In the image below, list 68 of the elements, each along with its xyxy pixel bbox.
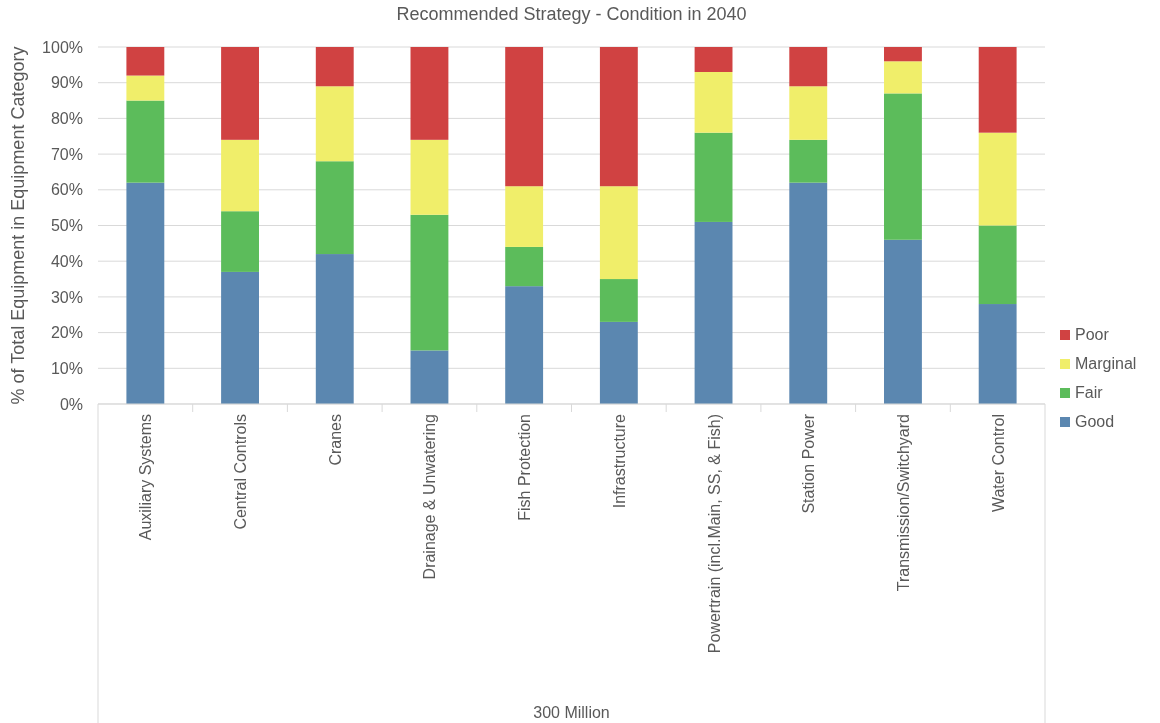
x-tick-label: Cranes [326, 414, 344, 466]
y-tick-label: 70% [50, 145, 83, 163]
legend-label: Good [1075, 413, 1115, 430]
bar [694, 47, 733, 72]
x-axis-title: 300 Million [533, 704, 610, 721]
bar [126, 75, 165, 101]
x-tick-label: Drainage & Unwatering [421, 414, 439, 580]
y-tick-label: 80% [50, 110, 83, 128]
bar [599, 279, 638, 322]
bar [505, 246, 544, 287]
y-tick-label: 50% [50, 217, 83, 235]
legend-label: Marginal [1075, 355, 1137, 372]
bar [315, 161, 354, 255]
bar [315, 47, 354, 87]
legend-label: Poor [1075, 326, 1110, 343]
bar [789, 182, 828, 404]
y-tick-label: 30% [50, 288, 83, 306]
bar [221, 139, 259, 212]
x-tick-label: Auxiliary Systems [137, 414, 155, 541]
bar [599, 321, 638, 404]
x-tick-label: Transmission/Switchyard [894, 414, 912, 592]
bar [884, 239, 922, 404]
bar [694, 132, 733, 222]
bar [126, 47, 165, 76]
bar [126, 182, 165, 404]
bar [505, 47, 544, 187]
bar [978, 47, 1017, 133]
bar [599, 47, 638, 187]
bar [410, 350, 449, 404]
bar [505, 286, 544, 404]
bar [978, 304, 1017, 404]
x-tick-label: Water Control [989, 414, 1007, 513]
y-tick-label: 20% [50, 324, 83, 342]
bar [789, 86, 828, 140]
bar [789, 47, 828, 87]
x-tick-label: Station Power [800, 413, 818, 514]
y-tick-label: 60% [50, 181, 83, 199]
bar [505, 186, 544, 247]
bar [978, 132, 1017, 226]
bar [221, 211, 259, 272]
x-tick-label: Powertrain (incl.Main, SS, & Fish) [705, 414, 723, 654]
y-axis-title: % of Total Equipment in Equipment Category [8, 46, 28, 405]
bar [126, 100, 165, 183]
bar [410, 47, 449, 140]
x-tick-label: Central Controls [232, 414, 250, 530]
bar [315, 86, 354, 162]
bar [315, 254, 354, 404]
x-tick-label: Fish Protection [516, 414, 534, 521]
bar [410, 214, 449, 351]
y-tick-label: 10% [50, 359, 83, 377]
bar [694, 221, 733, 404]
bar [221, 271, 259, 404]
legend-label: Fair [1075, 384, 1104, 401]
y-tick-label: 90% [50, 74, 83, 92]
bar [884, 47, 922, 62]
bar [789, 139, 828, 183]
bar [410, 139, 449, 215]
bar [221, 47, 259, 140]
x-tick-label: Infrastructure [610, 413, 628, 509]
bar [978, 225, 1017, 305]
y-tick-label: 100% [42, 38, 83, 56]
bar [599, 186, 638, 280]
y-tick-label: 40% [50, 252, 83, 270]
chart-title: Recommended Strategy - Condition in 2040 [396, 4, 747, 24]
bar [884, 93, 922, 240]
y-tick-label: 0% [59, 395, 83, 413]
bar [884, 61, 922, 94]
bar [694, 71, 733, 133]
